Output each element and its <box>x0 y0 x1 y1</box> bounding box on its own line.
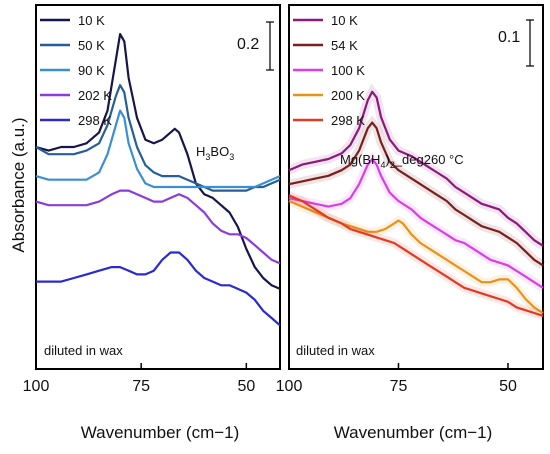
legend-label-1-1: 54 K <box>331 38 358 53</box>
compound-label-sub4: 4 <box>380 160 385 170</box>
panel-frame-right <box>288 4 544 370</box>
note-left: diluted in wax <box>44 343 123 358</box>
series-line-0-4 <box>36 251 281 327</box>
xtick-label-1-1: 75 <box>390 378 408 395</box>
y-axis-label: Absorbance (a.u.) <box>9 117 28 252</box>
series-line-0-2 <box>35 109 281 189</box>
legend-label-1-4: 298 K <box>331 113 365 128</box>
series-line-1-4 <box>288 194 544 317</box>
xtick-label-1-0: 100 <box>276 378 303 395</box>
scale-bar-left <box>266 21 274 71</box>
compound-label-right: Mg(BH4)2_deg260 °C <box>340 152 464 170</box>
compound-label-sub1: 3 <box>205 152 210 162</box>
series-line-0-1 <box>35 84 281 192</box>
xtick-label-0-0: 100 <box>23 378 50 395</box>
x-axis-label-right: Wavenumber (cm−1) <box>334 423 493 442</box>
series-line-1-0 <box>288 90 544 247</box>
compound-label-mgbh: Mg(BH <box>340 152 380 167</box>
legend-label-0-3: 202 K <box>78 88 112 103</box>
legend-label-0-4: 298 K <box>78 113 112 128</box>
xtick-label-0-1: 75 <box>132 378 150 395</box>
note-right: diluted in wax <box>296 343 375 358</box>
xticks-right: 100 75 50 <box>276 363 517 395</box>
panel-mgbh4: 10 K 54 K 100 K 200 K 298 K 100 75 50 Wavenumb… <box>276 4 546 442</box>
legend-label-0-0: 10 K <box>78 13 105 28</box>
legend-left: 10 K 50 K 90 K 202 K 298 K <box>40 13 112 128</box>
series-line-1-1 <box>288 121 544 267</box>
x-axis-label-left: Wavenumber (cm−1) <box>81 423 240 442</box>
series-line-1-3 <box>288 199 544 314</box>
scale-bar-label-left: 0.2 <box>237 36 259 53</box>
compound-label-paren: ) <box>385 152 389 167</box>
compound-label-sub2: 3 <box>229 152 234 162</box>
compound-label-h: H <box>196 144 205 159</box>
series-line-0-0 <box>35 33 281 290</box>
compound-label-deg: _deg260 °C <box>394 152 464 167</box>
legend-label-0-2: 90 K <box>78 63 105 78</box>
xtick-label-0-2: 50 <box>237 378 255 395</box>
compound-label-left: H3BO3 <box>196 144 234 162</box>
panel-frame-left <box>35 4 281 370</box>
curves-right <box>287 83 546 321</box>
compound-label-sub2b: 2 <box>390 160 395 170</box>
legend-label-1-2: 100 K <box>331 63 365 78</box>
panel-h3bo3: 10 K 50 K 90 K 202 K 298 K 100 75 50 Wavenumbe… <box>23 4 281 442</box>
curves-left <box>35 33 281 327</box>
legend-label-1-0: 10 K <box>331 13 358 28</box>
scale-bar-right <box>526 19 534 67</box>
legend-right: 10 K 54 K 100 K 200 K 298 K <box>293 13 365 128</box>
series-glow-1-0 <box>287 83 546 250</box>
series-line-0-3 <box>35 189 281 265</box>
series-line-1-2 <box>288 157 544 289</box>
compound-label-bo: BO <box>210 144 229 159</box>
legend-label-1-3: 200 K <box>331 88 365 103</box>
scale-bar-label-right: 0.1 <box>498 29 520 46</box>
xtick-label-1-2: 50 <box>499 378 517 395</box>
legend-label-0-1: 50 K <box>78 38 105 53</box>
xticks-left: 100 75 50 <box>23 363 255 395</box>
